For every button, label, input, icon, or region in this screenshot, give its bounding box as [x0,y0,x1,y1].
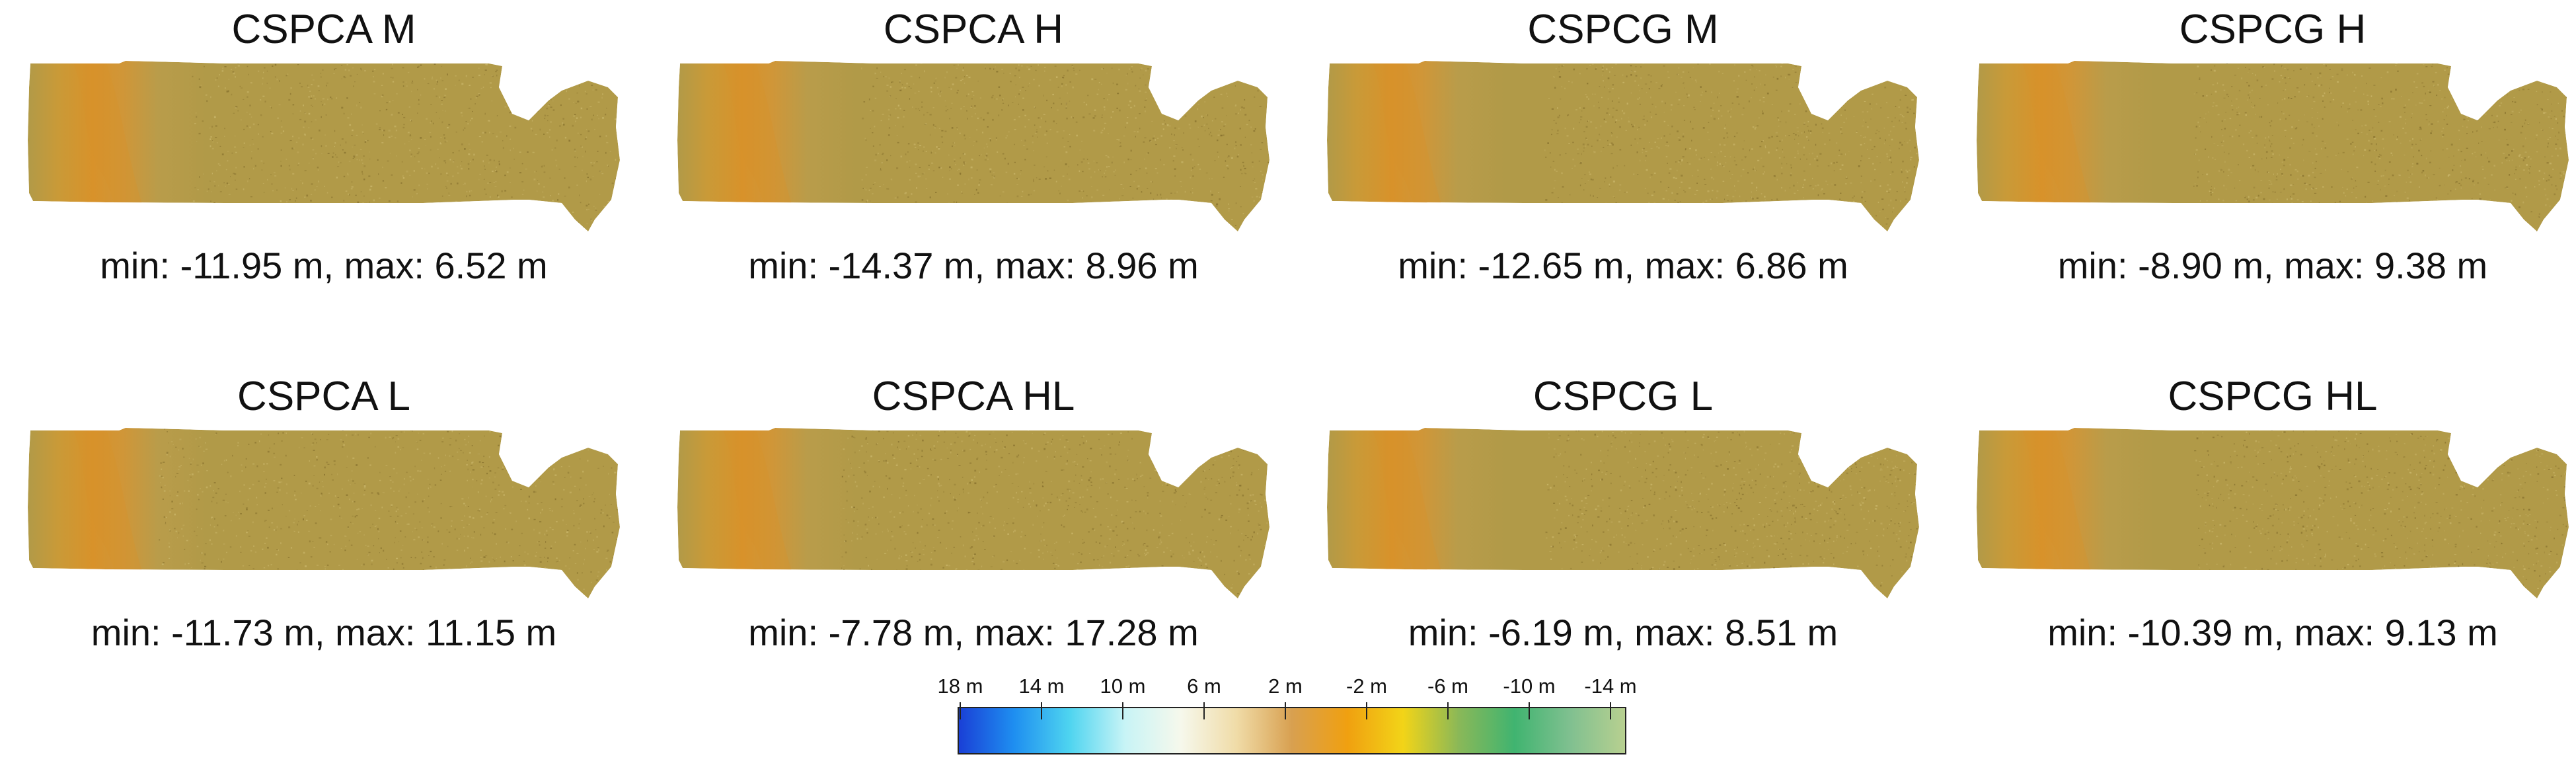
terrain-map [28,428,620,598]
terrain-surface [1977,61,2569,231]
panel-title: CSPCA HL [872,374,1075,419]
range-label: min: -14.37 m, max: 8.96 m [748,245,1199,286]
range-label: min: -8.90 m, max: 9.38 m [2057,245,2488,286]
terrain-surface [1977,428,2569,598]
terrain-surface [677,428,1269,598]
colorbar-tick-label: 14 m [1019,674,1065,698]
panel-title: CSPCA H [883,7,1064,52]
colorbar-gradient [958,707,1626,754]
colorbar-tick-label: 18 m [938,674,983,698]
terrain-surface [28,61,620,231]
terrain-ridge [722,428,802,598]
terrain-surface [1327,428,1919,598]
colorbar-tick-label: 10 m [1100,674,1146,698]
range-label: min: -11.73 m, max: 11.15 m [91,612,557,653]
colorbar-legend: 18 m 14 m 10 m 6 m 2 m -2 m -6 m -10 m -14 m [938,674,1637,754]
range-label: min: -7.78 m, max: 17.28 m [748,612,1199,653]
terrain-ridge [1372,428,1451,598]
panel-title: CSPCA M [231,7,416,52]
panel-title: CSPCG L [1533,374,1714,419]
terrain-ridge [722,61,802,231]
panel-title: CSPCG H [2179,7,2367,52]
panel-cspca-h: CSPCA H min: -14.37 m, max: 8.96 m [669,0,1277,331]
colorbar-tick-label: 2 m [1268,674,1303,698]
panel-cspca-l: CSPCA L min: -11.73 m, max: 11.15 m [20,367,628,698]
range-label: min: -11.95 m, max: 6.52 m [100,245,548,286]
terrain-surface [677,61,1269,231]
terrain-map [677,61,1269,231]
terrain-map [1327,61,1919,231]
terrain-map [1977,61,2569,231]
range-label: min: -10.39 m, max: 9.13 m [2047,612,2498,653]
range-label: min: -12.65 m, max: 6.86 m [1398,245,1848,286]
panel-cspcg-hl: CSPCG HL min: -10.39 m, max: 9.13 m [1969,367,2576,698]
panel-title: CSPCG M [1527,7,1719,52]
terrain-map [677,428,1269,598]
panel-cspca-m: CSPCA M min: -11.95 m, max: 6.52 m [20,0,628,331]
panel-cspca-hl: CSPCA HL min: -7.78 m, max: 17.28 m [669,367,1277,698]
panel-title: CSPCG HL [2168,374,2378,419]
terrain-ridge [73,61,152,231]
colorbar-tick-label: -2 m [1346,674,1387,698]
terrain-surface [28,428,620,598]
terrain-ridge [2022,428,2101,598]
colorbar-tick-label: -14 m [1584,674,1636,698]
terrain-map [1977,428,2569,598]
panel-cspcg-h: CSPCG H min: -8.90 m, max: 9.38 m [1969,0,2576,331]
colorbar-tick-label: -10 m [1503,674,1555,698]
terrain-map [1327,428,1919,598]
terrain-ridge [1372,61,1451,231]
range-label: min: -6.19 m, max: 8.51 m [1408,612,1838,653]
panel-cspcg-m: CSPCG M min: -12.65 m, max: 6.86 m [1319,0,1927,331]
panel-title: CSPCA L [237,374,410,419]
terrain-map [28,61,620,231]
terrain-surface [1327,61,1919,231]
colorbar-tick-label: -6 m [1427,674,1468,698]
panel-cspcg-l: CSPCG L min: -6.19 m, max: 8.51 m [1319,367,1927,698]
terrain-ridge [2022,61,2101,231]
terrain-ridge [73,428,152,598]
colorbar-tick-label: 6 m [1187,674,1221,698]
